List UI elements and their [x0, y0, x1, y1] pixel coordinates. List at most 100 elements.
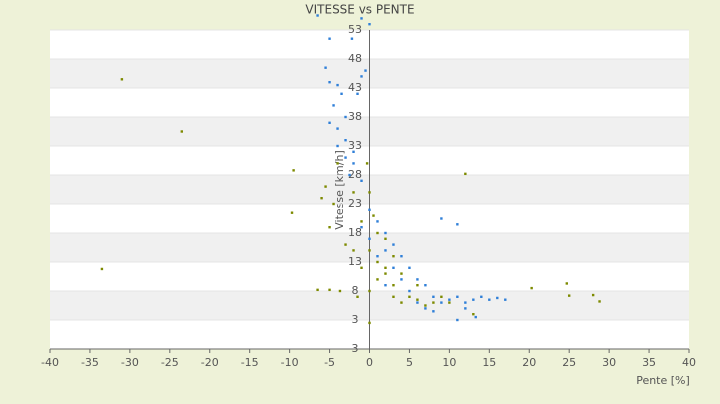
point: [180, 130, 183, 133]
point: [348, 173, 351, 177]
point: [368, 237, 371, 240]
point: [432, 295, 435, 298]
point: [352, 249, 355, 252]
x-tick-label: 5: [406, 356, 413, 369]
y-tick-label: 43: [348, 81, 362, 94]
point: [480, 295, 483, 298]
point: [416, 298, 419, 301]
point: [408, 295, 411, 298]
point: [336, 83, 339, 87]
point: [472, 298, 475, 301]
x-tick-label: 35: [642, 356, 656, 369]
point: [360, 220, 363, 223]
point: [416, 278, 419, 281]
y-tick-label: 23: [348, 197, 362, 210]
y-tick-label: 3: [352, 313, 359, 326]
point: [392, 255, 395, 258]
point: [456, 295, 459, 298]
point: [368, 249, 371, 252]
point: [332, 104, 335, 107]
point: [424, 284, 427, 287]
point: [344, 139, 347, 142]
point: [368, 289, 371, 293]
point: [376, 231, 379, 235]
point: [400, 272, 403, 275]
point: [416, 301, 419, 304]
point: [440, 295, 443, 298]
point: [364, 69, 367, 72]
point: [598, 300, 601, 303]
point: [350, 37, 354, 40]
point: [376, 260, 379, 264]
point: [368, 208, 371, 211]
point: [356, 92, 359, 95]
point: [324, 185, 327, 188]
x-tick-label: -30: [121, 356, 139, 369]
point: [376, 220, 379, 223]
x-tick-label: -20: [201, 356, 219, 369]
x-tick-label: -5: [324, 356, 335, 369]
point: [530, 286, 533, 290]
y-tick-label: 48: [348, 52, 362, 65]
point: [567, 294, 571, 297]
point: [100, 267, 104, 271]
point: [456, 223, 459, 226]
point: [332, 202, 335, 206]
point: [384, 249, 387, 252]
point: [320, 197, 323, 200]
y-tick-label: 13: [348, 255, 362, 268]
x-tick-label: 20: [522, 356, 536, 369]
y-tick-label: 33: [348, 139, 362, 152]
point: [365, 162, 369, 165]
x-tick-label: 10: [442, 356, 456, 369]
point: [400, 278, 403, 281]
point: [591, 293, 595, 297]
point: [392, 266, 395, 269]
point: [448, 301, 451, 304]
y-tick-label: 18: [348, 226, 362, 239]
point: [440, 217, 443, 220]
point: [408, 266, 411, 269]
point: [432, 310, 435, 313]
point: [392, 284, 395, 287]
point: [368, 191, 371, 194]
point: [360, 75, 363, 78]
point: [384, 231, 387, 235]
point: [464, 172, 467, 176]
point: [336, 144, 339, 148]
point: [392, 243, 395, 246]
point: [316, 288, 319, 292]
point: [316, 14, 319, 17]
point: [324, 66, 327, 69]
point: [352, 162, 355, 165]
point: [338, 289, 342, 293]
point: [368, 321, 371, 325]
point: [424, 307, 427, 310]
chart-title: VITESSE vs PENTE: [305, 3, 414, 17]
point: [448, 298, 451, 301]
point: [360, 226, 363, 229]
point: [464, 307, 467, 310]
x-tick-label: 15: [482, 356, 496, 369]
point: [392, 295, 395, 298]
x-axis-label: Pente [%]: [636, 374, 690, 387]
point: [456, 318, 459, 322]
point: [504, 298, 507, 301]
point: [344, 156, 347, 159]
x-tick-label: 40: [682, 356, 696, 369]
x-tick-label: -40: [41, 356, 59, 369]
point: [340, 92, 343, 95]
x-tick-label: -10: [281, 356, 299, 369]
point: [120, 78, 124, 81]
x-tick-label: -35: [81, 356, 99, 369]
point: [474, 315, 477, 319]
point: [368, 23, 371, 26]
point: [565, 282, 568, 285]
point: [360, 17, 363, 20]
point: [496, 296, 499, 300]
point: [472, 313, 475, 316]
point: [400, 301, 403, 304]
x-tick-label: -25: [161, 356, 179, 369]
point: [416, 284, 419, 287]
